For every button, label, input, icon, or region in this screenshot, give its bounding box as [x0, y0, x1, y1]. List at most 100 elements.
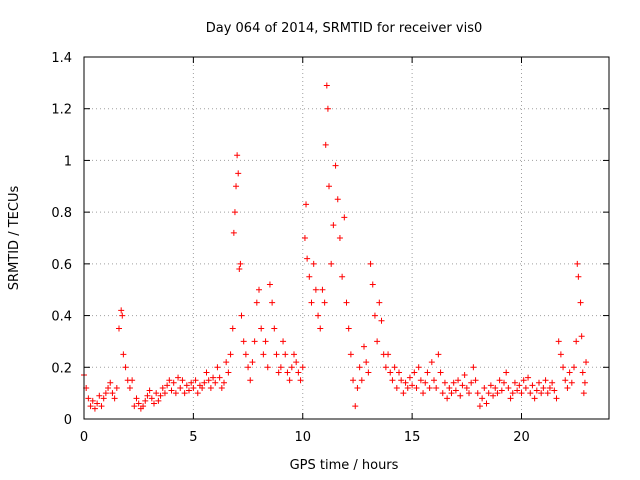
y-axis-label: SRMTID / TECUs [7, 186, 22, 291]
data-point [391, 364, 398, 371]
data-point [237, 260, 244, 267]
data-point [420, 390, 427, 397]
y-tick-label: 1.4 [51, 51, 72, 66]
data-point [577, 299, 584, 306]
data-point [347, 351, 354, 358]
data-point [529, 382, 536, 389]
data-point [135, 400, 142, 407]
data-point [223, 359, 230, 366]
data-point [518, 390, 525, 397]
data-point [89, 397, 96, 404]
data-point [218, 384, 225, 391]
data-point [116, 325, 122, 332]
data-point [315, 312, 322, 319]
data-point [428, 359, 435, 366]
x-tick-label: 15 [404, 430, 421, 445]
data-point [581, 379, 588, 386]
data-point [85, 395, 92, 402]
data-point [166, 377, 173, 384]
data-point [240, 338, 247, 345]
data-point [91, 405, 98, 412]
data-point [479, 395, 486, 402]
data-point [111, 395, 118, 402]
data-point [457, 392, 464, 399]
data-point [356, 364, 363, 371]
data-point [514, 387, 521, 394]
data-point [516, 382, 523, 389]
data-point [461, 372, 468, 379]
data-point [229, 325, 236, 332]
data-point [431, 377, 437, 384]
data-point [280, 338, 287, 345]
data-point [415, 364, 422, 371]
data-point [271, 325, 278, 332]
data-point [501, 379, 507, 386]
data-point [483, 400, 490, 407]
chart-title: Day 064 of 2014, SRMTID for receiver vis… [206, 21, 483, 36]
data-point [293, 359, 300, 366]
data-point [253, 299, 260, 306]
data-point [266, 281, 273, 288]
data-point [396, 369, 402, 376]
data-point [583, 359, 590, 366]
data-point [389, 377, 396, 384]
data-point [490, 392, 497, 399]
data-point [527, 390, 534, 397]
data-point [334, 196, 341, 203]
data-point [251, 338, 258, 345]
data-point [188, 379, 195, 386]
data-point [413, 384, 420, 391]
data-point [100, 395, 107, 402]
data-point [564, 384, 571, 391]
data-point [273, 351, 280, 358]
data-point [87, 403, 94, 410]
data-point [343, 299, 350, 306]
data-point [444, 395, 451, 402]
data-points [81, 82, 590, 412]
data-point [120, 351, 127, 358]
data-point [352, 403, 359, 410]
data-point [575, 273, 582, 280]
data-point [435, 351, 442, 358]
data-point [258, 325, 265, 332]
data-point [568, 379, 575, 386]
data-point [175, 374, 182, 381]
data-point [190, 384, 197, 391]
data-point [291, 351, 297, 358]
data-point [476, 403, 483, 410]
data-point [221, 379, 227, 386]
data-point [102, 390, 109, 397]
data-point [230, 229, 237, 236]
data-point [341, 214, 348, 221]
data-point [264, 364, 271, 371]
data-point [140, 403, 147, 410]
y-tick-label: 0.4 [51, 310, 72, 325]
data-point [459, 382, 466, 389]
data-point [448, 390, 455, 397]
data-point [573, 338, 580, 345]
data-point [236, 266, 243, 273]
data-point [172, 390, 179, 397]
data-point [233, 183, 240, 190]
data-point [118, 307, 125, 314]
data-point [288, 364, 295, 371]
data-point [225, 369, 232, 376]
data-point [151, 400, 157, 407]
data-point [304, 255, 311, 262]
data-point [417, 377, 424, 384]
data-point [168, 387, 175, 394]
data-point [382, 364, 389, 371]
data-point [306, 273, 313, 280]
data-point [336, 235, 343, 241]
data-point [312, 286, 319, 293]
data-point [439, 390, 446, 397]
data-point [247, 377, 254, 384]
data-point [297, 377, 304, 384]
data-point [231, 209, 238, 216]
data-point [498, 387, 505, 394]
data-point [186, 387, 192, 394]
data-point [450, 379, 457, 386]
data-point [441, 379, 448, 386]
data-point [385, 351, 392, 358]
data-point [503, 369, 510, 376]
